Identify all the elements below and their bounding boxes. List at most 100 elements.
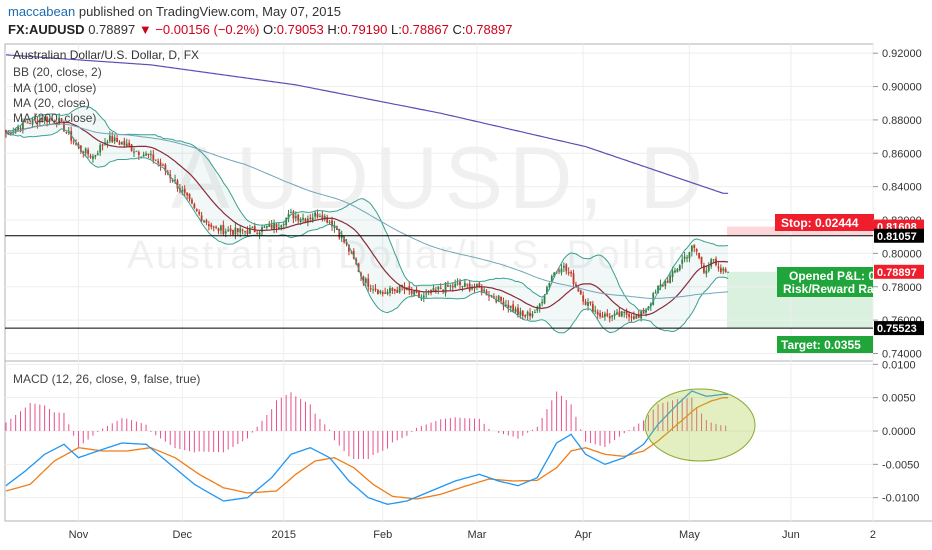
candle-body	[343, 236, 345, 243]
candle-body	[454, 283, 457, 288]
candle-body	[96, 153, 99, 156]
low-value: 0.78867	[401, 22, 449, 37]
candle-body	[50, 118, 53, 121]
macd-legend[interactable]: MACD (12, 26, close, 9, false, true)	[13, 372, 200, 386]
time-axis[interactable]: Nov Dec 2015 Feb Mar Apr May Jun 2	[69, 529, 876, 541]
open-value: 0.79053	[276, 22, 324, 37]
candle-body	[72, 141, 75, 143]
candle-body	[635, 315, 638, 319]
candle-body	[125, 143, 128, 147]
legend-item-ma20[interactable]: MA (20, close)	[13, 96, 90, 110]
pnl-label-box[interactable]: Opened P&L: 0 Risk/Reward Ra	[777, 267, 875, 297]
candle-body	[53, 121, 56, 124]
candle-body	[280, 225, 283, 228]
candle-body	[418, 291, 420, 298]
candle-body	[220, 225, 222, 231]
candle-body	[60, 118, 63, 121]
high-value: 0.79190	[340, 22, 388, 37]
candle-body	[478, 283, 481, 288]
candle-body	[485, 291, 488, 296]
candle-body	[623, 312, 626, 314]
candle-body	[717, 266, 720, 269]
candle-body	[432, 288, 435, 292]
candle-body	[348, 244, 350, 252]
candle-body	[309, 217, 312, 219]
time-tick-label: Apr	[575, 529, 592, 541]
candle-body	[268, 223, 271, 227]
price-tick-label: 0.92000	[882, 48, 922, 60]
candle-body	[212, 226, 215, 228]
target-label: Target: 0.0355	[781, 338, 861, 352]
candle-body	[258, 232, 261, 235]
price-tick-label: 0.90000	[882, 82, 922, 94]
candle-body	[251, 227, 254, 229]
candle-body	[661, 284, 664, 286]
candle-body	[193, 203, 196, 208]
candle-body	[273, 222, 275, 229]
candle-body	[587, 302, 589, 306]
price-axis[interactable]: 0.920000.900000.880000.860000.840000.820…	[873, 48, 922, 360]
candle-body	[41, 118, 44, 122]
candle-body	[364, 278, 367, 283]
stop-label-box[interactable]: Stop: 0.02444	[775, 214, 874, 231]
candle-body	[311, 217, 314, 221]
candle-body	[198, 211, 201, 215]
candle-body	[536, 306, 539, 311]
candle-body	[565, 264, 568, 272]
candle-body	[618, 311, 621, 317]
candle-body	[712, 259, 715, 261]
candle-body	[507, 304, 510, 308]
candle-body	[601, 315, 604, 318]
target-label-box[interactable]: Target: 0.0355	[777, 336, 873, 353]
candle-body	[94, 154, 97, 157]
highlight-ellipse[interactable]	[644, 388, 756, 462]
candle-body	[79, 145, 82, 152]
candle-body	[719, 267, 722, 273]
candle-body	[391, 288, 394, 291]
candle-body	[200, 215, 203, 221]
candle-body	[476, 283, 478, 287]
macd-tick-label: -0.0100	[882, 493, 919, 505]
legend-item-bb[interactable]: BB (20, close, 2)	[13, 65, 102, 79]
legend-item-ma200[interactable]: MA (200, close)	[13, 111, 96, 125]
candle-body	[374, 288, 377, 291]
candle-body	[688, 252, 691, 259]
candle-body	[512, 304, 515, 312]
candle-body	[287, 213, 290, 219]
author-link[interactable]: maccabean	[8, 4, 76, 19]
price-tick-label: 0.88000	[882, 115, 922, 127]
candle-body	[381, 291, 384, 294]
candle-body	[500, 296, 502, 301]
candle-body	[232, 229, 234, 235]
candle-body	[244, 231, 246, 233]
candle-body	[447, 285, 449, 287]
macd-axis[interactable]: 0.0100 0.0050 0.0000 -0.0050 -0.0100	[873, 359, 919, 505]
candle-body	[584, 301, 587, 305]
indicator-legend: Australian Dollar/U.S. Dollar, D, FX BB …	[13, 48, 199, 125]
candle-body	[154, 159, 157, 161]
candle-body	[340, 235, 343, 239]
ma-100-line	[5, 123, 729, 299]
candle-body	[698, 252, 701, 259]
legend-item-ma100[interactable]: MA (100, close)	[13, 81, 96, 95]
candle-body	[142, 154, 145, 157]
candle-body	[326, 217, 329, 223]
candle-body	[304, 218, 307, 222]
candle-body	[509, 305, 512, 308]
candle-body	[616, 312, 618, 315]
bb-lower-line	[5, 128, 729, 334]
target-price-tag-label: 0.75523	[877, 323, 917, 335]
candle-body	[118, 142, 121, 145]
stop-zone[interactable]	[727, 226, 873, 236]
candle-body	[26, 122, 29, 124]
candle-body	[707, 265, 710, 271]
candle-body	[710, 259, 713, 267]
candle-body	[463, 282, 466, 287]
candle-body	[591, 303, 594, 313]
candle-body	[82, 151, 85, 154]
candle-body	[111, 135, 114, 143]
candle-body	[413, 290, 416, 295]
candle-body	[577, 287, 580, 292]
candle-body	[570, 271, 573, 274]
